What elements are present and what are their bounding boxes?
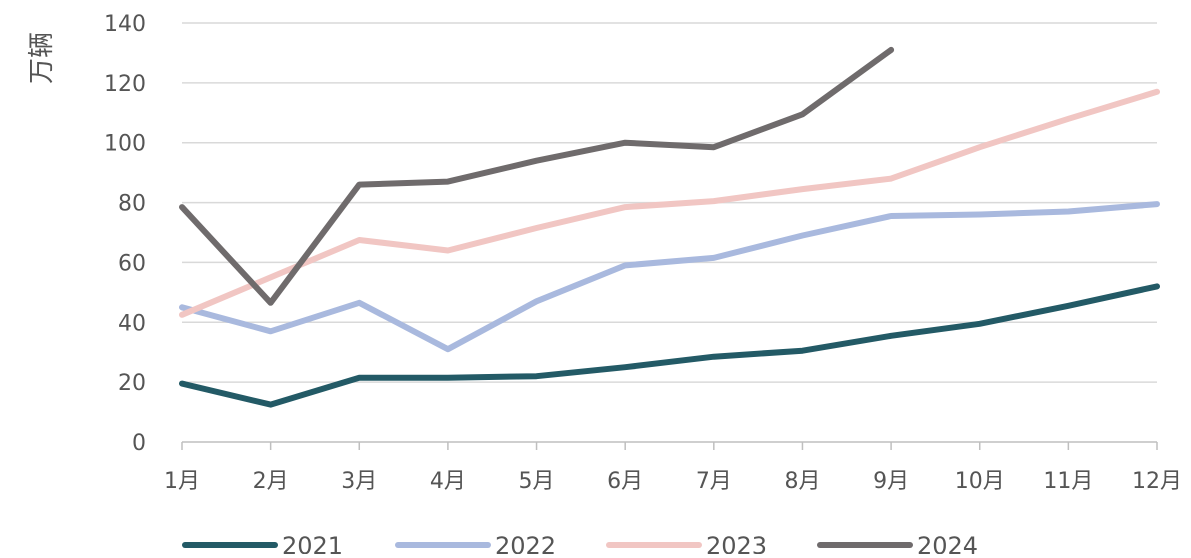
y-tick-label: 100 [104,132,146,157]
series-line-2021 [179,283,1160,408]
legend: 2021 2022 2023 2024 [182,532,978,558]
x-tick-label: 1月 [164,469,200,494]
y-tick-label: 60 [118,251,146,276]
y-axis-title: 万辆 [27,32,57,84]
x-tick-label: 11月 [1043,469,1093,494]
y-tick-label: 0 [132,431,146,456]
x-tick-label: 10月 [955,469,1005,494]
series-line-2023 [179,88,1160,318]
tick-labels: 0 20 40 60 80 100 120 140 1月 2月 3月 4月 5月 6月 7月 8月 9月 10月 1… [104,12,1182,494]
x-tick-label: 6月 [607,469,643,494]
x-tick-label: 2月 [253,469,289,494]
axes [181,441,1158,450]
y-tick-label: 40 [118,311,146,336]
series-line-2024 [179,46,895,306]
x-tick-label: 4月 [430,469,466,494]
legend-label-2021: 2021 [282,532,343,554]
series-line-2022 [179,201,1160,353]
legend-label-2023: 2023 [706,532,767,554]
x-tick-label: 5月 [519,469,555,494]
x-tick-label: 7月 [696,469,732,494]
series-lines [179,46,1160,408]
x-tick-label: 3月 [341,469,377,494]
y-tick-label: 80 [118,192,146,217]
legend-label-2024: 2024 [917,532,978,554]
y-tick-label: 20 [118,371,146,396]
x-tick-label: 8月 [784,469,820,494]
y-tick-label: 120 [104,72,146,97]
y-tick-label: 140 [104,12,146,37]
legend-label-2022: 2022 [495,532,556,554]
x-tick-label: 12月 [1132,469,1182,494]
x-tick-label: 9月 [873,469,909,494]
